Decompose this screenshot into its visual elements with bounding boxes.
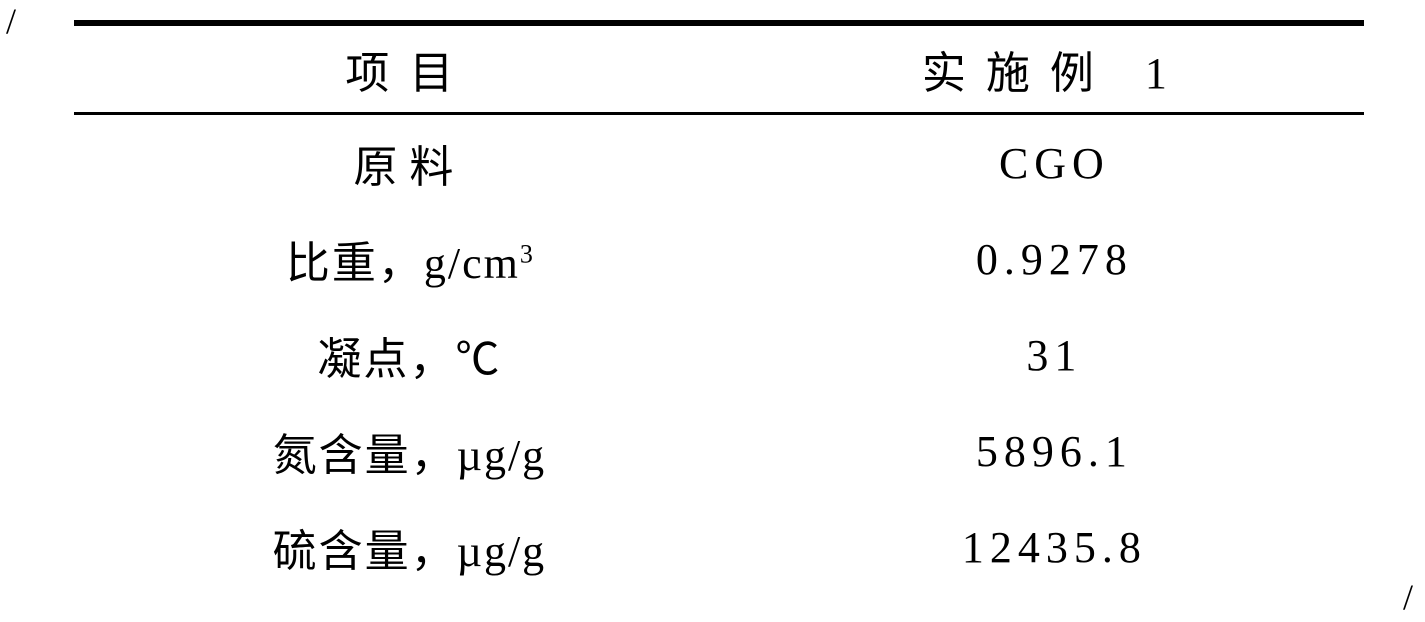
table-row: 硫含量，µg/g 12435.8 — [74, 499, 1364, 595]
table-row: 凝点，℃ 31 — [74, 307, 1364, 403]
corner-slash-bottom-right: / — [1403, 576, 1413, 618]
header-example-label: 实施例 1 — [745, 37, 1364, 101]
row-value: 0.9278 — [745, 234, 1364, 285]
row-label: 原料 — [74, 131, 745, 195]
row-label: 硫含量，µg/g — [74, 515, 745, 579]
table-row: 氮含量，µg/g 5896.1 — [74, 403, 1364, 499]
row-value: 5896.1 — [745, 426, 1364, 477]
table-row: 原料 CGO — [74, 115, 1364, 211]
table-row: 比重，g/cm3 0.9278 — [74, 211, 1364, 307]
row-label: 比重，g/cm3 — [74, 227, 745, 291]
row-value: 31 — [745, 330, 1364, 381]
corner-slash-top-left: / — [6, 0, 16, 42]
header-item-label: 项目 — [74, 37, 745, 101]
data-table: 项目 实施例 1 原料 CGO 比重，g/cm3 0.9278 凝点，℃ 31 … — [74, 20, 1364, 595]
row-label: 氮含量，µg/g — [74, 419, 745, 483]
row-label: 凝点，℃ — [74, 323, 745, 387]
table-header-row: 项目 实施例 1 — [74, 26, 1364, 112]
row-value: CGO — [745, 138, 1364, 189]
row-value: 12435.8 — [745, 522, 1364, 573]
